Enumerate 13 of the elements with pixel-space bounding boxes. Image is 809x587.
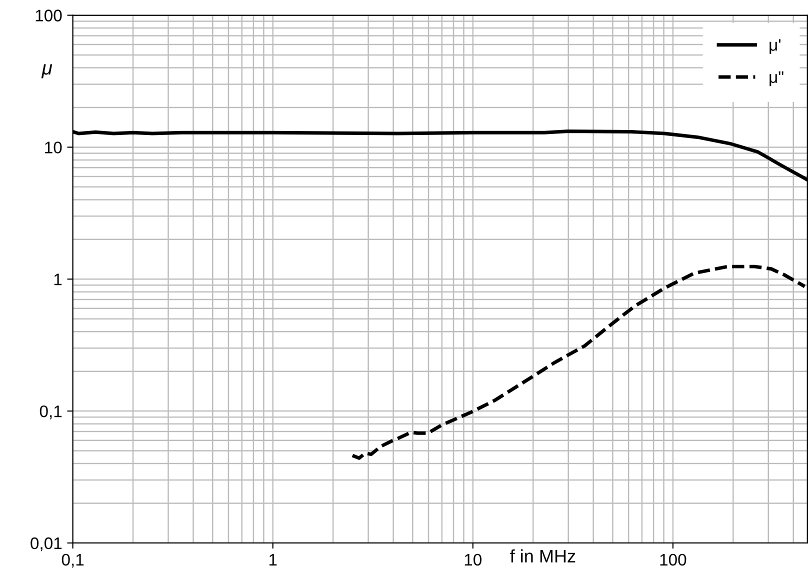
y-tick-label: 0,01 (30, 537, 62, 552)
legend-label: μ" (770, 71, 784, 86)
legend-label: μ' (770, 39, 780, 54)
y-tick-label: 10 (45, 142, 62, 154)
x-tick-label: 100 (660, 554, 686, 566)
x-tick-label: 1 (269, 554, 277, 566)
y-tick-label: 0,1 (40, 405, 62, 420)
y-tick-label: 1 (54, 274, 62, 286)
y-axis-title: μ (41, 64, 52, 78)
x-tick-label: 10 (464, 554, 482, 566)
x-axis-title: f in MHz (510, 549, 576, 562)
y-tick-label: 100 (36, 10, 62, 22)
x-tick-label: 0,1 (62, 554, 84, 568)
